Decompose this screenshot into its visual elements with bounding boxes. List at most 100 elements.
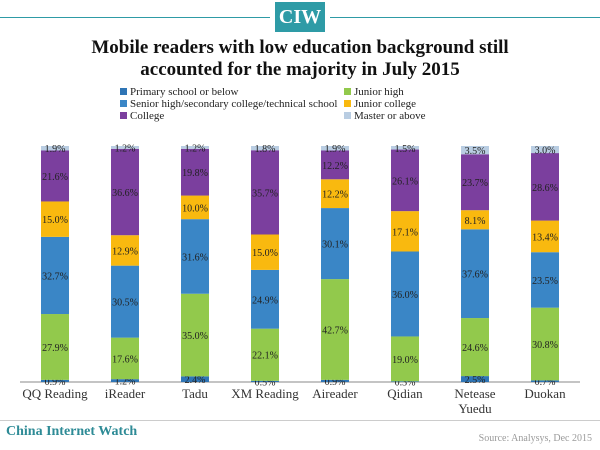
data-label-senior_high-2: 31.6%: [182, 252, 208, 263]
data-label-college-6: 23.7%: [462, 178, 488, 189]
bar-segment-senior_high-4: [321, 208, 349, 280]
bar-segment-primary-0: [41, 379, 69, 382]
legend-item-primary: Primary school or below: [120, 86, 238, 98]
data-label-senior_high-1: 30.5%: [112, 298, 138, 309]
data-label-junior_high-0: 27.9%: [42, 343, 68, 354]
legend-label-junior-college: Junior college: [354, 98, 417, 110]
bar-segment-junior_college-6: [461, 210, 489, 230]
x-tick-label-4: Aireader: [312, 386, 358, 401]
data-label-junior_high-2: 35.0%: [182, 331, 208, 342]
data-label-junior_high-5: 19.0%: [392, 355, 418, 366]
bar-segment-senior_high-7: [531, 252, 559, 308]
data-label-junior_high-1: 17.6%: [112, 354, 138, 365]
bar-segment-college-3: [251, 150, 279, 235]
bar-segment-master-2: [181, 146, 209, 149]
legend-label-college: College: [130, 110, 165, 122]
bar-segment-junior_high-3: [251, 328, 279, 381]
data-label-college-5: 26.1%: [392, 176, 418, 187]
legend-item-college: College: [120, 110, 164, 122]
chart-title-line-1: Mobile readers with low education backgr…: [91, 37, 509, 58]
bar-segment-senior_high-0: [41, 236, 69, 315]
logo-rule-right: [330, 17, 600, 18]
data-label-primary-5: 0.3%: [395, 378, 416, 389]
data-label-primary-7: 0.7%: [535, 377, 556, 388]
legend-item-master: Master or above: [344, 110, 425, 122]
data-label-senior_high-4: 30.1%: [322, 240, 348, 251]
bar-segment-junior_college-2: [181, 195, 209, 220]
data-label-college-0: 21.6%: [42, 172, 68, 183]
x-tick-label-0: QQ Reading: [22, 386, 88, 401]
data-label-senior_high-6: 37.6%: [462, 270, 488, 281]
data-label-senior_high-7: 23.5%: [532, 276, 558, 287]
data-label-junior_college-5: 17.1%: [392, 227, 418, 238]
bar-segment-junior_college-4: [321, 179, 349, 209]
bar-segment-junior_high-1: [111, 337, 139, 380]
data-label-college-7: 28.6%: [532, 183, 558, 194]
legend-item-senior-high: Senior high/secondary college/technical …: [120, 98, 337, 110]
legend-label-junior-high: Junior high: [354, 86, 404, 98]
x-tick-label-5: Qidian: [387, 386, 423, 401]
bar-segment-master-4: [321, 146, 349, 151]
x-tick-label-6-line-0: Netease: [454, 386, 495, 401]
legend-swatch-junior-college: [344, 100, 351, 107]
bar-segment-college-7: [531, 153, 559, 221]
bar-segment-master-7: [531, 146, 559, 154]
bar-segment-senior_high-2: [181, 219, 209, 294]
data-label-senior_high-5: 36.0%: [392, 290, 418, 301]
bar-segment-junior_college-7: [531, 220, 559, 253]
logo-rule-left: [0, 17, 270, 18]
bar-segment-junior_high-7: [531, 307, 559, 381]
footer-source: Source: Analysys, Dec 2015: [478, 433, 592, 444]
data-label-junior_college-1: 12.9%: [112, 246, 138, 257]
data-label-primary-0: 0.9%: [45, 377, 66, 388]
legend-swatch-college: [120, 112, 127, 119]
bar-segment-master-6: [461, 146, 489, 155]
data-label-junior_high-6: 24.6%: [462, 343, 488, 354]
data-label-primary-4: 0.9%: [325, 377, 346, 388]
data-label-junior_high-7: 30.8%: [532, 340, 558, 351]
data-label-master-6: 3.5%: [465, 146, 486, 157]
data-label-master-2: 1.2%: [185, 143, 206, 154]
bar-segment-junior_college-0: [41, 201, 69, 237]
legend-item-junior-high: Junior high: [344, 86, 404, 98]
bar-segment-junior_high-4: [321, 279, 349, 380]
bar-segment-college-1: [111, 148, 139, 236]
data-label-primary-6: 2.5%: [465, 375, 486, 386]
bar-segment-college-2: [181, 148, 209, 196]
data-label-master-4: 1.9%: [325, 144, 346, 155]
data-label-primary-3: 0.5%: [255, 377, 276, 388]
legend-item-junior-college: Junior college: [344, 98, 416, 110]
bar-segment-college-0: [41, 150, 69, 202]
data-label-master-0: 1.9%: [45, 144, 66, 155]
bar-segment-junior_high-2: [181, 293, 209, 377]
data-label-junior_high-3: 22.1%: [252, 351, 278, 362]
bar-segment-primary-5: [391, 381, 419, 382]
data-label-college-2: 19.8%: [182, 168, 208, 179]
data-label-senior_high-0: 32.7%: [42, 271, 68, 282]
data-label-junior_college-7: 13.4%: [532, 232, 558, 243]
bar-segment-college-5: [391, 149, 419, 212]
data-label-junior_college-3: 15.0%: [252, 248, 278, 259]
x-tick-label-6-line-1: Yuedu: [458, 401, 492, 416]
bar-segment-junior_college-3: [251, 234, 279, 270]
data-label-junior_high-4: 42.7%: [322, 325, 348, 336]
data-label-master-1: 1.2%: [115, 143, 136, 154]
legend-label-primary: Primary school or below: [130, 86, 239, 98]
bar-segment-primary-6: [461, 376, 489, 382]
bar-segment-primary-4: [321, 379, 349, 382]
legend-swatch-junior-high: [344, 88, 351, 95]
legend-label-master: Master or above: [354, 110, 426, 122]
data-label-junior_college-2: 10.0%: [182, 203, 208, 214]
legend-swatch-primary: [120, 88, 127, 95]
bar-segment-primary-2: [181, 376, 209, 382]
bar-segment-junior_college-1: [111, 235, 139, 266]
bar-segment-master-1: [111, 146, 139, 149]
footer-brand: China Internet Watch: [6, 424, 138, 439]
bar-segment-senior_high-6: [461, 229, 489, 319]
bar-segment-junior_high-5: [391, 336, 419, 382]
data-label-primary-2: 2.4%: [185, 375, 206, 386]
x-tick-label-2: Tadu: [182, 386, 208, 401]
legend-swatch-senior-high: [120, 100, 127, 107]
chart-title-line-2: accounted for the majority in July 2015: [140, 59, 460, 80]
